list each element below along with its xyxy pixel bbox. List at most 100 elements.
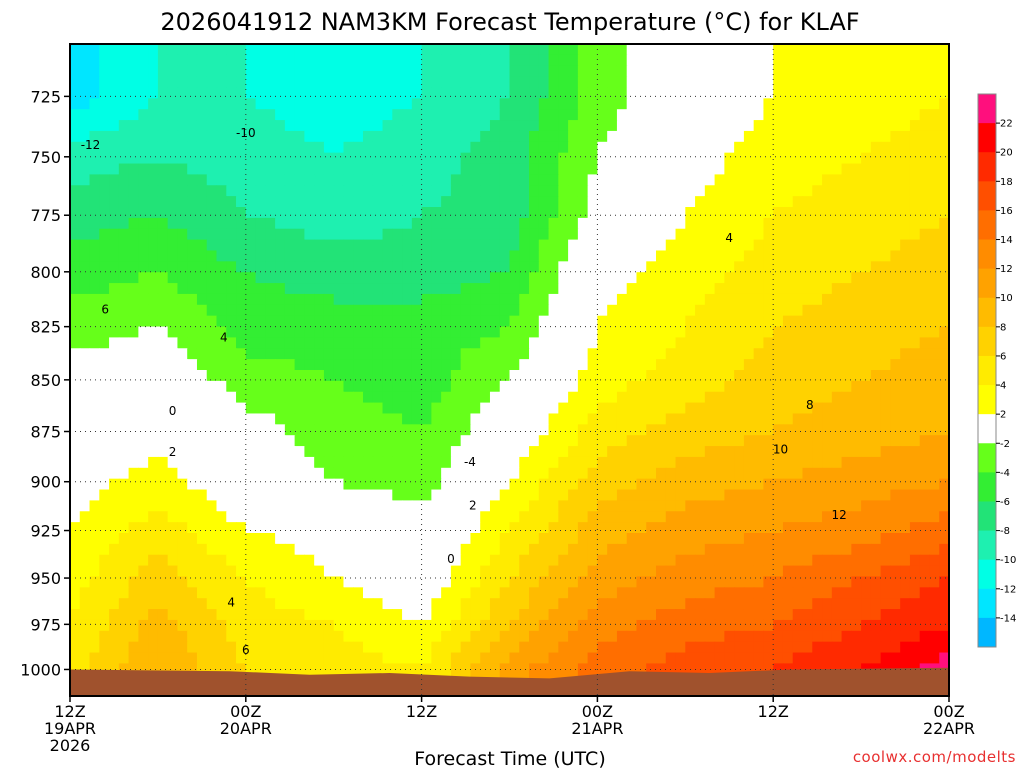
heatmap-cell	[646, 565, 657, 578]
heatmap-cell	[792, 109, 804, 121]
heatmap-cell	[245, 261, 257, 273]
heatmap-cell	[431, 185, 442, 197]
heatmap-cell	[109, 587, 120, 599]
heatmap-cell	[255, 174, 266, 186]
heatmap-cell	[909, 380, 921, 393]
heatmap-cell	[480, 370, 491, 382]
heatmap-cell	[851, 54, 862, 67]
heatmap-cell	[284, 272, 296, 284]
heatmap-cell	[421, 370, 432, 382]
heatmap-cell	[548, 619, 559, 632]
heatmap-cell	[714, 391, 725, 404]
heatmap-cell	[558, 44, 569, 56]
heatmap-cell	[607, 630, 618, 643]
heatmap-cell	[333, 630, 345, 643]
heatmap-cell	[929, 250, 940, 262]
heatmap-cell	[245, 500, 257, 512]
heatmap-cell	[206, 174, 218, 186]
heatmap-cell	[734, 348, 745, 360]
heatmap-cell	[304, 533, 315, 545]
heatmap-cell	[99, 370, 110, 382]
heatmap-cell	[880, 500, 891, 512]
heatmap-cell	[685, 587, 696, 599]
heatmap-cell	[548, 54, 559, 67]
heatmap-cell	[382, 250, 393, 262]
heatmap-cell	[353, 456, 364, 469]
heatmap-cell	[704, 239, 716, 252]
heatmap-cell	[167, 370, 179, 382]
heatmap-cell	[226, 511, 237, 523]
heatmap-cell	[929, 630, 940, 643]
heatmap-cell	[411, 467, 423, 480]
heatmap-cell	[314, 554, 325, 567]
heatmap-cell	[724, 217, 735, 230]
heatmap-cell	[353, 435, 364, 447]
heatmap-cell	[675, 413, 686, 425]
heatmap-cell	[890, 272, 901, 284]
heatmap-cell	[275, 152, 286, 165]
heatmap-cell	[714, 152, 725, 165]
heatmap-cell	[489, 120, 501, 132]
heatmap-cell	[900, 87, 911, 99]
heatmap-cell	[626, 152, 638, 165]
heatmap-cell	[548, 565, 559, 578]
heatmap-cell	[646, 326, 657, 338]
heatmap-cell	[265, 478, 276, 491]
heatmap-cell	[782, 380, 794, 393]
heatmap-cell	[558, 272, 569, 284]
heatmap-cell	[118, 609, 130, 621]
heatmap-cell	[802, 533, 813, 545]
heatmap-cell	[167, 76, 179, 89]
heatmap-cell	[714, 185, 725, 197]
heatmap-cell	[597, 272, 608, 284]
heatmap-cell	[284, 44, 296, 56]
heatmap-cell	[70, 337, 81, 349]
heatmap-cell	[118, 565, 130, 578]
heatmap-cell	[773, 239, 784, 252]
heatmap-cell	[343, 65, 354, 78]
heatmap-cell	[763, 76, 774, 89]
heatmap-cell	[851, 217, 862, 230]
heatmap-cell	[226, 435, 237, 447]
heatmap-cell	[636, 65, 647, 78]
heatmap-cell	[206, 522, 218, 534]
heatmap-cell	[392, 391, 403, 404]
heatmap-cell	[714, 446, 725, 458]
heatmap-cell	[587, 511, 598, 523]
heatmap-cell	[89, 467, 100, 480]
heatmap-cell	[480, 522, 491, 534]
heatmap-cell	[323, 250, 335, 262]
heatmap-cell	[782, 598, 794, 610]
heatmap-cell	[519, 609, 530, 621]
heatmap-cell	[870, 304, 882, 317]
heatmap-cell	[597, 152, 608, 165]
heatmap-cell	[656, 304, 667, 317]
heatmap-cell	[753, 413, 765, 425]
heatmap-cell	[538, 619, 550, 632]
heatmap-cell	[411, 130, 423, 143]
heatmap-cell	[685, 489, 696, 501]
heatmap-cell	[353, 54, 364, 67]
heatmap-cell	[431, 272, 442, 284]
heatmap-cell	[714, 163, 725, 175]
heatmap-cell	[333, 391, 345, 404]
heatmap-cell	[734, 598, 745, 610]
heatmap-cell	[411, 163, 423, 175]
heatmap-cell	[616, 500, 628, 512]
heatmap-cell	[236, 98, 247, 110]
heatmap-cell	[812, 174, 823, 186]
heatmap-cell	[128, 348, 139, 360]
heatmap-cell	[695, 565, 706, 578]
heatmap-cell	[109, 456, 120, 469]
heatmap-cell	[782, 239, 794, 252]
heatmap-cell	[763, 576, 774, 588]
heatmap-cell	[304, 446, 315, 458]
heatmap-cell	[841, 337, 852, 349]
heatmap-cell	[157, 359, 169, 371]
heatmap-cell	[509, 272, 520, 284]
heatmap-cell	[372, 185, 384, 197]
heatmap-cell	[568, 196, 579, 208]
heatmap-cell	[851, 315, 862, 328]
heatmap-cell	[861, 141, 872, 154]
heatmap-cell	[861, 543, 872, 556]
